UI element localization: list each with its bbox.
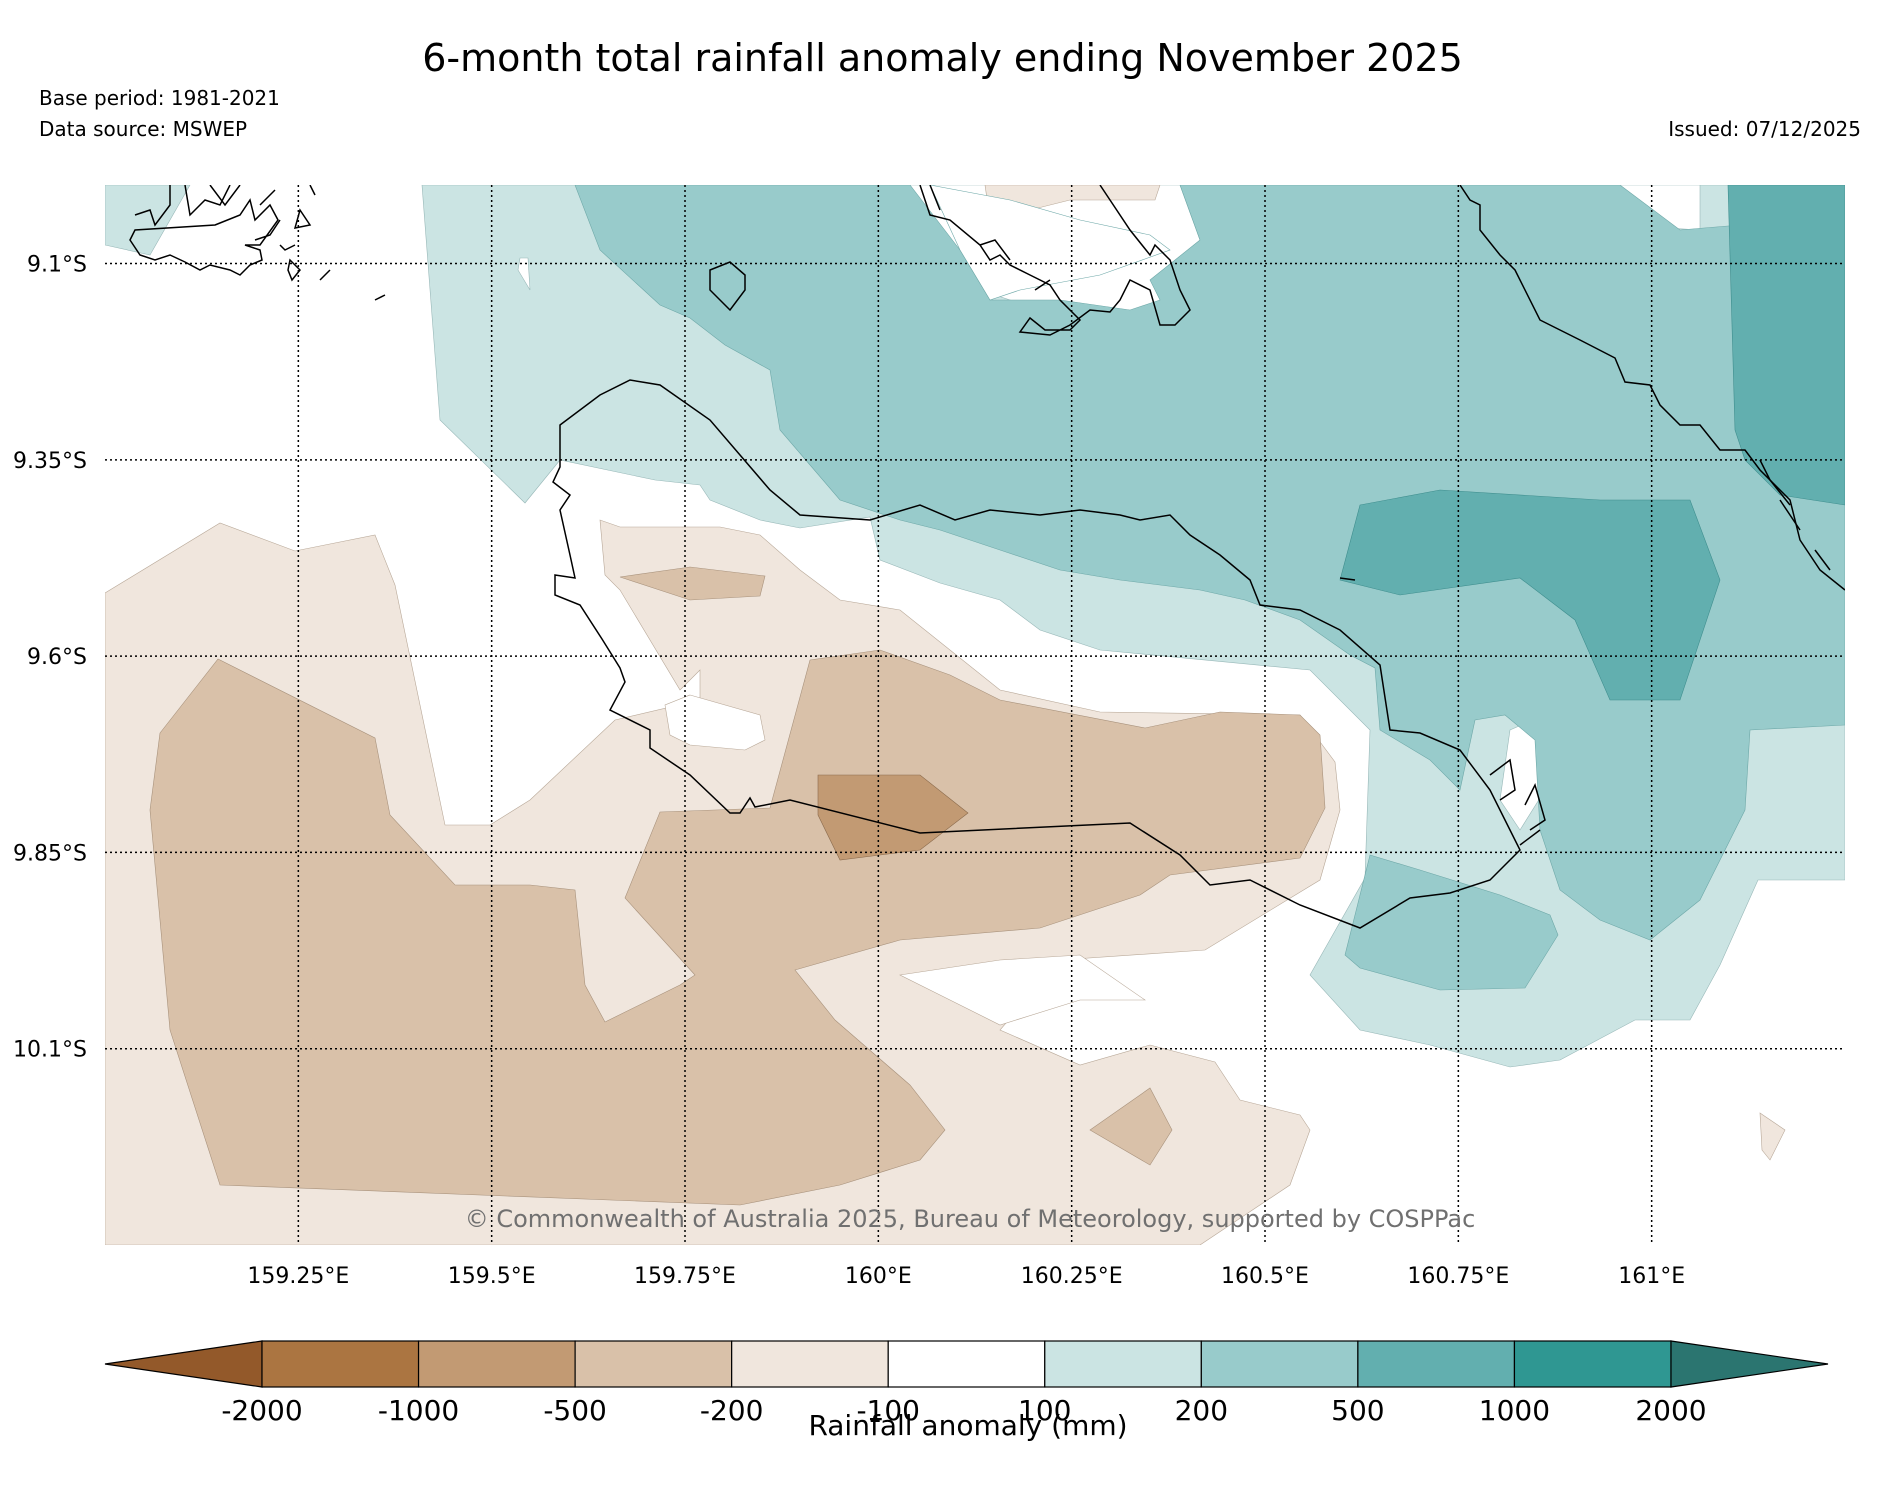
colorbar-tick-label: -200 [700,1394,764,1427]
coastline-east-small [1339,577,1356,581]
dry-mid-region-south [1089,1087,1173,1166]
dry-strong-region [817,774,969,861]
dry-mid-region-north [619,566,766,601]
lat-tick-label: 9.6°S [27,645,87,670]
lat-tick-label: 9.1°S [27,253,87,278]
contour-fill-layer [105,185,1845,1245]
wet-strong-region [1339,489,1721,701]
wet-light-region-nw [105,185,191,256]
coastline-east-islets [1489,758,1546,846]
wet-mid-region-south [1344,854,1559,991]
neutral-region-south [899,954,1146,1026]
colorbar-tick-label: -500 [543,1394,607,1427]
graticule-lines [105,185,1845,1245]
lat-tick-label: 10.1°S [13,1038,87,1063]
lon-tick-label: 160.5°E [1221,1264,1309,1289]
coastline-ngella-west [929,185,1051,291]
lon-tick-label: 160.25°E [1021,1264,1123,1289]
dry-light-spot-east [1759,1112,1786,1161]
colorbar-swatch [1044,1340,1202,1388]
lon-tick-label: 159.5°E [448,1264,536,1289]
lat-tick-label: 9.85°S [13,841,87,866]
colorbar: -2000 -1000 -500 -200 -100 100 200 500 1000 2000 [104,1340,1829,1427]
colorbar-tick-label: 200 [1175,1394,1228,1427]
wet-mid-region [574,185,1845,941]
coastline-ngella [919,185,1191,336]
base-period-label: Base period: 1981-2021 [39,86,280,110]
neutral-top-hole [929,185,1171,301]
colorbar-tick-label: -100 [856,1394,920,1427]
colorbar-swatch [731,1340,889,1388]
coastline-malaita-inner [1759,459,1831,571]
lon-tick-label: 160.75°E [1407,1264,1509,1289]
colorbar-swatch [1200,1340,1359,1388]
colorbar-tick-label: 1000 [1479,1394,1550,1427]
colorbar-tick-label: 500 [1331,1394,1384,1427]
coastline-russell [129,185,386,301]
map-title: 6-month total rainfall anomaly ending No… [422,36,1463,80]
colorbar-tick-label: -1000 [378,1394,459,1427]
colorbar-tick-label: -2000 [221,1394,302,1427]
colorbar-extension-low [104,1340,263,1388]
latitude-labels: 9.1°S 9.35°S 9.6°S 9.85°S 10.1°S [13,253,87,1063]
colorbar-label: Rainfall anomaly (mm) [808,1409,1127,1442]
lon-tick-label: 161°E [1618,1264,1685,1289]
colorbar-swatch [261,1340,420,1388]
copyright-notice: © Commonwealth of Australia 2025, Bureau… [465,1205,1476,1233]
coastline-malaita [1459,185,1845,591]
data-source-label: Data source: MSWEP [39,117,248,141]
lon-tick-label: 160°E [845,1264,912,1289]
coastline-layer [129,185,1845,929]
colorbar-swatch [417,1340,576,1388]
lon-tick-label: 159.75°E [634,1264,736,1289]
coastline-savo [709,261,746,312]
wet-strong-region-ne [1727,185,1845,506]
colorbar-swatch [887,1340,1046,1388]
colorbar-swatch [1513,1340,1672,1388]
colorbar-swatch [1357,1340,1516,1388]
dry-mid-region [149,649,1326,1206]
colorbar-extension-high [1670,1340,1829,1388]
neutral-mini-spot [517,257,531,291]
colorbar-tick-label: 2000 [1635,1394,1706,1427]
lat-tick-label: 9.35°S [13,449,87,474]
longitude-labels: 159.25°E 159.5°E 159.75°E 160°E 160.25°E 160.… [247,1264,1685,1289]
colorbar-swatch [574,1340,733,1388]
issued-date-label: Issued: 07/12/2025 [1668,117,1861,141]
coastline-guadalcanal [552,379,1521,929]
colorbar-tick-label: 100 [1018,1394,1071,1427]
lon-tick-label: 159.25°E [247,1264,349,1289]
neutral-region-centre [664,694,766,751]
